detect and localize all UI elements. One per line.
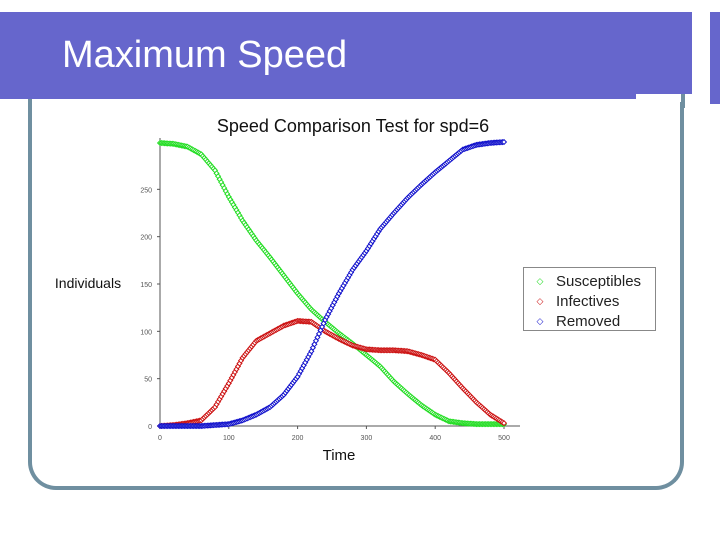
x-tick-label: 500 <box>498 435 510 442</box>
x-axis-label: Time <box>323 447 356 464</box>
slide-title-bar: Maximum Speed <box>0 12 720 104</box>
y-tick-label: 0 <box>148 424 152 431</box>
legend: ◇ Susceptibles ◇ Infectives ◇ Removed <box>523 267 656 331</box>
series-infectives <box>156 317 508 430</box>
legend-label-infectives: Infectives <box>556 292 620 310</box>
legend-item-susceptibles: ◇ Susceptibles <box>524 271 657 291</box>
legend-item-infectives: ◇ Infectives <box>524 291 657 311</box>
x-tick-label: 200 <box>292 435 304 442</box>
series-removed <box>156 138 508 430</box>
legend-item-removed: ◇ Removed <box>524 311 657 331</box>
legend-marker-removed: ◇ <box>536 315 544 326</box>
series-line <box>160 141 505 427</box>
title-bar-strip <box>710 12 720 104</box>
y-tick-label: 150 <box>140 282 152 289</box>
axes <box>159 138 520 427</box>
series-line <box>159 142 504 425</box>
content-frame <box>28 102 684 490</box>
data-point <box>500 138 508 146</box>
chart-title: Speed Comparison Test for spd=6 <box>217 116 489 136</box>
y-tick-label: 250 <box>140 187 152 194</box>
y-tick-label: 50 <box>144 377 152 384</box>
y-axis-label: Individuals <box>55 275 121 291</box>
data-point <box>500 420 508 427</box>
frame-corner-right <box>681 94 685 108</box>
x-tick-label: 400 <box>429 435 441 442</box>
slide-title: Maximum Speed <box>62 34 348 76</box>
x-tick-label: 100 <box>223 435 235 442</box>
title-underline <box>0 94 636 99</box>
ticks: 0 100 200 300 400 500 0 50 100 150 200 250 <box>140 187 510 442</box>
legend-marker-infectives: ◇ <box>536 295 544 306</box>
y-tick-label: 200 <box>140 235 152 242</box>
legend-label-removed: Removed <box>556 312 621 330</box>
data-marks <box>156 138 508 430</box>
x-tick-label: 300 <box>361 435 373 442</box>
legend-marker-susceptibles: ◇ <box>536 275 544 286</box>
y-tick-label: 100 <box>140 329 152 336</box>
series-susceptibles <box>156 139 508 428</box>
x-tick-label: 0 <box>158 435 162 442</box>
legend-label-susceptibles: Susceptibles <box>556 272 642 290</box>
